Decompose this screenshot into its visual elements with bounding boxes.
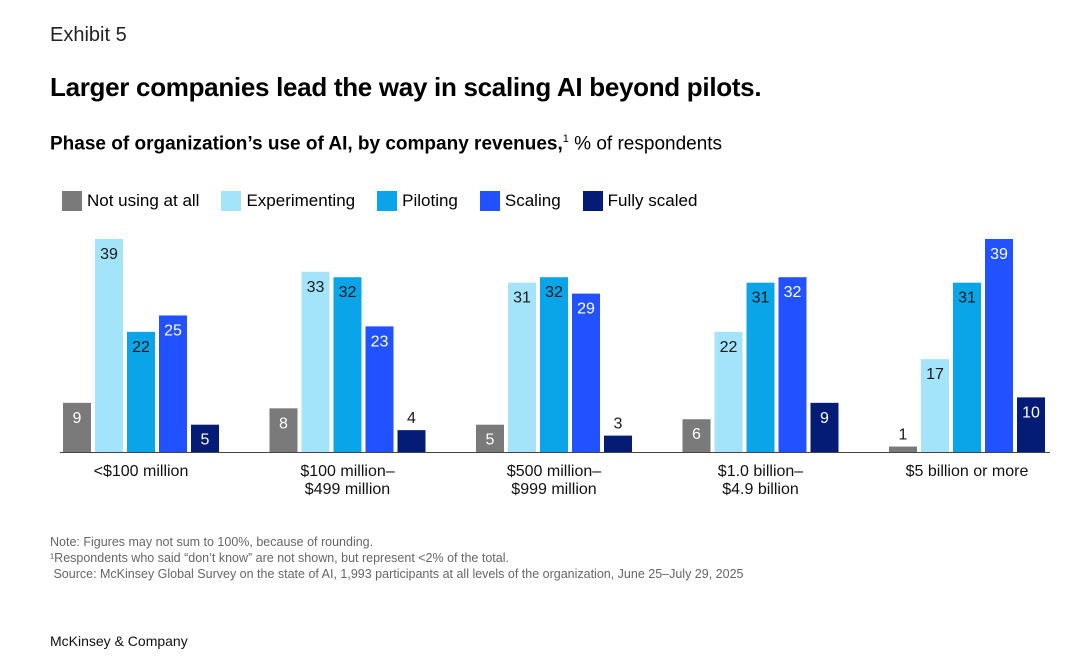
note-source: Source: McKinsey Global Survey on the st… bbox=[50, 567, 744, 581]
data-label: 1 bbox=[899, 427, 908, 444]
bar-scaling bbox=[778, 277, 807, 452]
data-label: 22 bbox=[132, 339, 150, 356]
bar-not-using-at-all bbox=[476, 424, 504, 452]
data-label: 32 bbox=[545, 284, 563, 301]
bar-piloting bbox=[333, 277, 362, 452]
note-rounding: Note: Figures may not sum to 100%, becau… bbox=[50, 535, 374, 549]
category-label: $500 million– bbox=[507, 463, 601, 480]
brand-logo-text: McKinsey & Company bbox=[50, 633, 188, 649]
data-label: 8 bbox=[279, 415, 288, 432]
legend-swatch bbox=[479, 191, 500, 211]
legend-label: Scaling bbox=[504, 191, 561, 210]
data-label: 32 bbox=[339, 284, 357, 301]
category-label: $4.9 billion bbox=[722, 481, 799, 498]
category-label: $499 million bbox=[305, 481, 390, 498]
subtitle-unit: % of respondents bbox=[568, 133, 723, 155]
category-label: $1.0 billion– bbox=[718, 463, 804, 480]
data-label: 33 bbox=[307, 279, 325, 296]
bar-experimenting bbox=[301, 271, 330, 452]
bar-fully-scaled bbox=[1017, 397, 1045, 452]
bar-scaling bbox=[159, 315, 187, 452]
data-label: 6 bbox=[692, 426, 701, 443]
legend-item-piloting: Piloting bbox=[377, 191, 458, 211]
notes: Note: Figures may not sum to 100%, becau… bbox=[50, 534, 743, 582]
data-label: 5 bbox=[201, 432, 210, 449]
category-label: $5 billion or more bbox=[906, 463, 1029, 480]
bar-fully-scaled bbox=[397, 430, 426, 452]
legend-item-scaling: Scaling bbox=[479, 191, 561, 211]
note-dont-know: ¹Respondents who said “don’t know” are n… bbox=[50, 551, 509, 565]
bar-piloting bbox=[953, 282, 981, 452]
legend-label: Experimenting bbox=[246, 191, 356, 210]
data-label: 31 bbox=[513, 290, 531, 307]
bar-not-using-at-all bbox=[63, 402, 91, 452]
exhibit-number: Exhibit 5 bbox=[50, 24, 127, 46]
bar-piloting bbox=[540, 277, 568, 452]
data-label: 32 bbox=[784, 284, 802, 301]
legend-item-not-using-at-all: Not using at all bbox=[62, 191, 199, 211]
bar-scaling bbox=[572, 293, 600, 452]
bar-experimenting bbox=[921, 359, 949, 452]
category-label: $999 million bbox=[511, 481, 596, 498]
bar-piloting bbox=[746, 282, 775, 452]
bar-not-using-at-all bbox=[682, 419, 711, 452]
bar-not-using-at-all bbox=[889, 446, 917, 452]
bar-not-using-at-all bbox=[269, 408, 298, 452]
data-label: 5 bbox=[486, 432, 495, 449]
legend-swatch bbox=[582, 191, 603, 211]
data-label: 23 bbox=[371, 333, 389, 350]
data-label: 17 bbox=[926, 366, 944, 383]
legend-label: Not using at all bbox=[87, 191, 200, 210]
bar-fully-scaled bbox=[810, 402, 839, 452]
bar-experimenting bbox=[95, 239, 123, 452]
data-label: 31 bbox=[958, 290, 976, 307]
legend-label: Piloting bbox=[402, 191, 458, 210]
data-label: 22 bbox=[720, 339, 738, 356]
legend-swatch bbox=[62, 191, 82, 211]
subtitle-bold: Phase of organization’s use of AI, by co… bbox=[50, 133, 563, 155]
legend: Not using at all Experimenting Piloting Sca… bbox=[62, 191, 719, 211]
bar-experimenting bbox=[714, 331, 743, 452]
legend-swatch bbox=[377, 191, 398, 211]
data-label: 31 bbox=[752, 290, 770, 307]
legend-item-fully-scaled: Fully scaled bbox=[582, 191, 698, 211]
data-label: 4 bbox=[407, 410, 416, 427]
data-label: 3 bbox=[614, 416, 623, 433]
data-label: 10 bbox=[1022, 404, 1040, 421]
legend-label: Fully scaled bbox=[607, 191, 698, 210]
footnote-marker: 1 bbox=[562, 133, 569, 145]
data-label: 9 bbox=[820, 410, 829, 427]
chart-title: Larger companies lead the way in scaling… bbox=[50, 72, 762, 102]
data-label: 25 bbox=[164, 322, 182, 339]
bar-piloting bbox=[127, 331, 155, 452]
bar-experimenting bbox=[508, 282, 536, 452]
bar-fully-scaled bbox=[191, 424, 219, 452]
bar-scaling bbox=[985, 239, 1013, 452]
data-label: 29 bbox=[577, 301, 595, 318]
data-label: 39 bbox=[990, 246, 1008, 263]
bar-fully-scaled bbox=[604, 435, 632, 452]
legend-swatch bbox=[221, 191, 242, 211]
chart-subtitle: Phase of organization’s use of AI, by co… bbox=[50, 133, 722, 155]
data-label: 9 bbox=[73, 410, 82, 427]
bar-scaling bbox=[365, 326, 394, 452]
data-label: 39 bbox=[100, 246, 118, 263]
legend-item-experimenting: Experimenting bbox=[221, 191, 355, 211]
category-label: $100 million– bbox=[300, 463, 394, 480]
category-label: <$100 million bbox=[94, 463, 189, 480]
